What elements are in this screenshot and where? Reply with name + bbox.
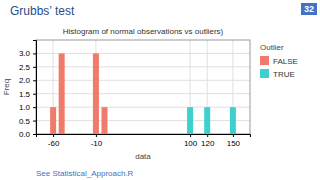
x-axis-title: data bbox=[135, 152, 151, 161]
tick-label: 0.5 bbox=[19, 117, 31, 126]
legend-swatch bbox=[260, 56, 269, 65]
y-axis-title: Freq bbox=[2, 79, 11, 95]
tick-mark bbox=[53, 134, 54, 137]
tick-mark bbox=[190, 134, 191, 137]
tick-label: 0.0 bbox=[19, 130, 31, 139]
tick: 0.5 bbox=[19, 117, 36, 126]
tick: 120 bbox=[201, 134, 215, 148]
bars bbox=[50, 53, 236, 134]
tick-label: -10 bbox=[91, 139, 103, 148]
axis-line bbox=[37, 135, 251, 138]
legend-swatch bbox=[260, 69, 269, 78]
plot-frame bbox=[36, 40, 250, 134]
tick-mark bbox=[233, 134, 234, 137]
tick: 3.0 bbox=[19, 49, 36, 58]
bar bbox=[204, 107, 210, 134]
grid-line bbox=[36, 66, 250, 67]
tick-label: 150 bbox=[227, 139, 241, 148]
tick: 0.0 bbox=[19, 130, 36, 139]
slide-number: 32 bbox=[304, 4, 314, 14]
tick-mark bbox=[33, 121, 36, 122]
x-axis: -60 -10 100120 150 bbox=[37, 134, 251, 148]
tick: 1.5 bbox=[19, 90, 36, 99]
grid-line bbox=[36, 53, 250, 54]
slide-number-box bbox=[301, 3, 317, 15]
legend-item: FALSE bbox=[260, 56, 298, 66]
tick: -60 bbox=[48, 134, 60, 148]
tick-label: 120 bbox=[201, 139, 215, 148]
tick-mark bbox=[33, 80, 36, 81]
tick-mark bbox=[33, 67, 36, 68]
tick: 1.0 bbox=[19, 103, 36, 112]
tick-label: 2.0 bbox=[19, 76, 31, 85]
y-axis: 0.0 0.5 1.0 1.5 2.0 2.5 3.0 bbox=[19, 41, 37, 140]
legend-item: TRUE bbox=[260, 69, 295, 79]
tick-label: 3.0 bbox=[19, 49, 31, 58]
footnote: See Statistical_Approach.R bbox=[36, 169, 134, 178]
legend-label: FALSE bbox=[273, 57, 298, 66]
tick: 2.0 bbox=[19, 76, 36, 85]
bar bbox=[101, 107, 107, 134]
tick-label: 100 bbox=[184, 139, 198, 148]
legend: Outlier FALSE TRUE bbox=[260, 43, 298, 79]
subtitle: Histogram of normal observations vs outl… bbox=[63, 27, 224, 36]
bar bbox=[93, 53, 99, 134]
legend-label: TRUE bbox=[273, 70, 295, 79]
grid-line bbox=[36, 120, 250, 121]
grid-line bbox=[36, 80, 250, 81]
tick: 150 bbox=[227, 134, 241, 148]
tick: 100 bbox=[184, 134, 198, 148]
grid-line bbox=[36, 107, 250, 108]
bar bbox=[230, 107, 236, 134]
tick-mark bbox=[33, 134, 36, 135]
tick-mark bbox=[207, 134, 208, 137]
tick-label: 1.5 bbox=[19, 90, 31, 99]
legend-title: Outlier bbox=[260, 43, 284, 52]
tick-mark bbox=[33, 94, 36, 95]
tick-label: 2.5 bbox=[19, 63, 31, 72]
chart: Grubbs’ test 32 Histogram of normal observ… bbox=[0, 0, 320, 180]
tick-mark bbox=[33, 107, 36, 108]
grid bbox=[36, 40, 250, 134]
axis-line bbox=[33, 41, 37, 135]
bar bbox=[50, 107, 56, 134]
tick-label: 1.0 bbox=[19, 103, 31, 112]
tick-mark bbox=[33, 53, 36, 54]
tick: 2.5 bbox=[19, 63, 36, 72]
tick: -10 bbox=[91, 134, 103, 148]
tick-mark bbox=[96, 134, 97, 137]
tick-label: -60 bbox=[48, 139, 60, 148]
bar bbox=[187, 107, 193, 134]
bar bbox=[59, 53, 65, 134]
grid-line bbox=[36, 93, 250, 94]
title: Grubbs’ test bbox=[10, 4, 75, 18]
